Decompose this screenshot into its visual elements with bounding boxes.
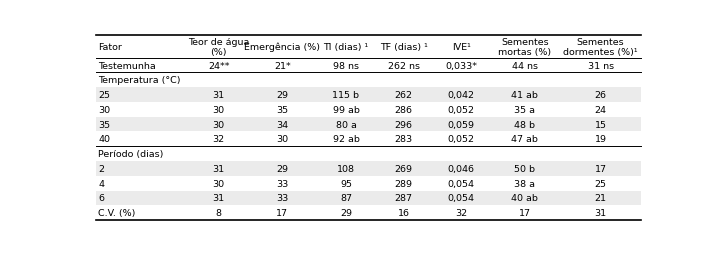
Text: 21*: 21* bbox=[274, 61, 291, 70]
Text: 34: 34 bbox=[276, 120, 288, 129]
Text: 0,042: 0,042 bbox=[448, 91, 475, 100]
Text: 99 ab: 99 ab bbox=[333, 105, 359, 114]
Text: 262: 262 bbox=[395, 91, 413, 100]
Text: 296: 296 bbox=[395, 120, 413, 129]
Text: 269: 269 bbox=[395, 164, 413, 173]
Text: 30: 30 bbox=[276, 135, 288, 144]
Text: 25: 25 bbox=[98, 91, 110, 100]
Bar bbox=[96, 191, 641, 205]
Text: 31 ns: 31 ns bbox=[588, 61, 613, 70]
Text: 30: 30 bbox=[213, 120, 225, 129]
Text: 6: 6 bbox=[98, 194, 104, 203]
Text: 24: 24 bbox=[595, 105, 607, 114]
Text: 32: 32 bbox=[213, 135, 225, 144]
Text: 87: 87 bbox=[340, 194, 352, 203]
Text: 30: 30 bbox=[98, 105, 110, 114]
Text: 4: 4 bbox=[98, 179, 104, 188]
Text: 29: 29 bbox=[276, 164, 288, 173]
Text: 283: 283 bbox=[395, 135, 413, 144]
Text: 0,054: 0,054 bbox=[448, 179, 475, 188]
Text: 17: 17 bbox=[519, 208, 531, 217]
Bar bbox=[96, 117, 641, 132]
Text: 26: 26 bbox=[595, 91, 607, 100]
Text: 8: 8 bbox=[216, 208, 221, 217]
Text: 80 a: 80 a bbox=[336, 120, 356, 129]
Text: 44 ns: 44 ns bbox=[512, 61, 538, 70]
Text: 108: 108 bbox=[337, 164, 355, 173]
Text: TF (dias) ¹: TF (dias) ¹ bbox=[380, 43, 428, 52]
Text: 41 ab: 41 ab bbox=[511, 91, 538, 100]
Text: Sementes
dormentes (%)¹: Sementes dormentes (%)¹ bbox=[563, 38, 638, 57]
Text: 25: 25 bbox=[595, 179, 607, 188]
Text: 30: 30 bbox=[213, 179, 225, 188]
Text: 31: 31 bbox=[213, 164, 225, 173]
Text: 287: 287 bbox=[395, 194, 413, 203]
Text: 33: 33 bbox=[276, 194, 288, 203]
Text: 286: 286 bbox=[395, 105, 413, 114]
Text: 98 ns: 98 ns bbox=[333, 61, 359, 70]
Text: 32: 32 bbox=[455, 208, 467, 217]
Text: 35 a: 35 a bbox=[514, 105, 536, 114]
Text: 92 ab: 92 ab bbox=[333, 135, 359, 144]
Text: 47 ab: 47 ab bbox=[511, 135, 538, 144]
Text: Emergência (%): Emergência (%) bbox=[244, 43, 321, 52]
Text: 30: 30 bbox=[213, 105, 225, 114]
Text: 40: 40 bbox=[98, 135, 110, 144]
Text: 0,033*: 0,033* bbox=[445, 61, 477, 70]
Text: 17: 17 bbox=[276, 208, 288, 217]
Text: 17: 17 bbox=[595, 164, 607, 173]
Bar bbox=[96, 161, 641, 176]
Text: 31: 31 bbox=[595, 208, 607, 217]
Text: 50 b: 50 b bbox=[514, 164, 536, 173]
Text: 95: 95 bbox=[340, 179, 352, 188]
Text: IVE¹: IVE¹ bbox=[452, 43, 471, 52]
Text: 31: 31 bbox=[213, 194, 225, 203]
Text: 21: 21 bbox=[595, 194, 607, 203]
Text: TI (dias) ¹: TI (dias) ¹ bbox=[323, 43, 368, 52]
Text: Período (dias): Período (dias) bbox=[98, 150, 164, 158]
Text: 16: 16 bbox=[398, 208, 410, 217]
Text: 33: 33 bbox=[276, 179, 288, 188]
Text: 115 b: 115 b bbox=[333, 91, 359, 100]
Text: 29: 29 bbox=[276, 91, 288, 100]
Text: 29: 29 bbox=[340, 208, 352, 217]
Text: Fator: Fator bbox=[98, 43, 122, 52]
Text: 0,046: 0,046 bbox=[448, 164, 475, 173]
Bar bbox=[96, 88, 641, 103]
Text: Temperatura (°C): Temperatura (°C) bbox=[98, 76, 181, 85]
Text: 15: 15 bbox=[595, 120, 607, 129]
Text: Teor de água
(%): Teor de água (%) bbox=[188, 38, 249, 57]
Text: 0,052: 0,052 bbox=[448, 105, 475, 114]
Text: 289: 289 bbox=[395, 179, 413, 188]
Text: 35: 35 bbox=[276, 105, 288, 114]
Text: Sementes
mortas (%): Sementes mortas (%) bbox=[498, 38, 551, 57]
Text: C.V. (%): C.V. (%) bbox=[98, 208, 136, 217]
Text: 24**: 24** bbox=[208, 61, 229, 70]
Text: 38 a: 38 a bbox=[514, 179, 536, 188]
Text: 0,059: 0,059 bbox=[448, 120, 475, 129]
Text: 2: 2 bbox=[98, 164, 104, 173]
Text: 31: 31 bbox=[213, 91, 225, 100]
Text: 262 ns: 262 ns bbox=[388, 61, 420, 70]
Text: 0,054: 0,054 bbox=[448, 194, 475, 203]
Text: 0,052: 0,052 bbox=[448, 135, 475, 144]
Text: 19: 19 bbox=[595, 135, 607, 144]
Text: 40 ab: 40 ab bbox=[511, 194, 538, 203]
Text: Testemunha: Testemunha bbox=[98, 61, 156, 70]
Text: 48 b: 48 b bbox=[514, 120, 536, 129]
Text: 35: 35 bbox=[98, 120, 110, 129]
